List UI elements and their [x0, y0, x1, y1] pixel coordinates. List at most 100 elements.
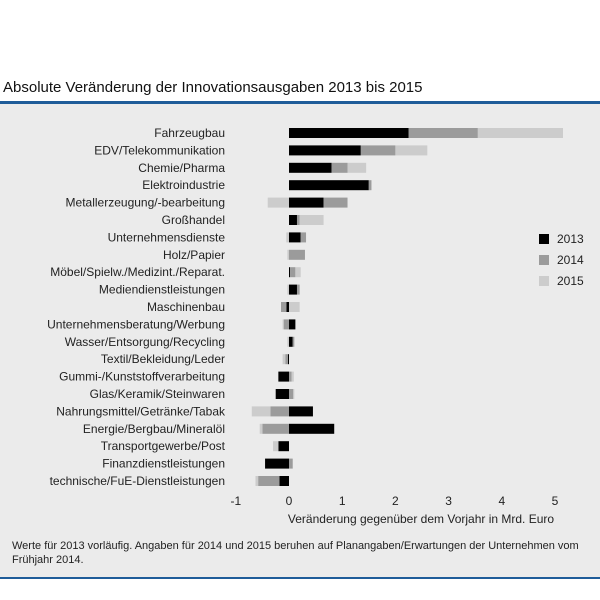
category-label: EDV/Telekommunikation [94, 143, 225, 157]
bar-2013 [289, 180, 369, 191]
bar-2014 [296, 215, 300, 225]
bar-2014 [296, 284, 300, 295]
category-label: Großhandel [162, 213, 225, 227]
category-label: technische/FuE-Dienstleistungen [50, 474, 225, 488]
bar-2015 [282, 354, 286, 365]
bar-2013 [289, 267, 291, 278]
bar-2015 [347, 162, 367, 173]
bottom-rule [0, 577, 600, 579]
bar-2013 [289, 232, 301, 243]
bar-2013 [278, 371, 289, 382]
category-label: Finanzdienstleistungen [102, 457, 225, 471]
bar-2014 [292, 336, 295, 347]
bar-2015 [255, 476, 259, 486]
chart-title: Absolute Veränderung der Innovationsausg… [3, 79, 423, 96]
bar-2013 [289, 128, 409, 138]
bar-2014 [360, 145, 396, 156]
x-tick-label: 1 [339, 494, 346, 508]
bar-2014 [323, 197, 348, 208]
bars [251, 128, 563, 486]
category-label: Wasser/Entsorgung/Recycling [65, 335, 225, 349]
bar-2014 [289, 371, 292, 382]
bar-2013 [289, 336, 293, 347]
bar-2013 [278, 441, 289, 452]
bar-2014 [408, 128, 478, 138]
x-tick-label: 2 [392, 494, 399, 508]
bar-2013 [289, 406, 313, 417]
category-label: Mediendienstleistungen [99, 283, 225, 297]
bar-2015 [282, 319, 284, 330]
bar-2015 [251, 406, 271, 417]
category-label: Gummi-/Kunststoffverarbeitung [59, 370, 225, 384]
bar-2014 [258, 476, 280, 486]
category-label: Metallerzeugung/-bearbeitung [66, 196, 225, 210]
legend-label-2013: 2013 [557, 232, 584, 246]
bar-2013 [289, 423, 335, 434]
bar-2015 [259, 423, 263, 434]
bar-2013 [265, 458, 289, 469]
bar-2015 [267, 197, 289, 208]
bar-2015 [287, 284, 289, 295]
x-tick-label: -1 [230, 494, 241, 508]
x-tick-labels: -1 0 1 2 3 4 5 [230, 494, 558, 508]
bar-2013 [289, 319, 296, 330]
bar-2014 [262, 423, 289, 434]
category-label: Holz/Papier [163, 248, 225, 262]
bar-2014 [300, 232, 307, 243]
legend-swatch-2013 [539, 234, 549, 244]
footnote: Werte für 2013 vorläufig. Angaben für 20… [12, 540, 579, 566]
bar-2015 [395, 145, 428, 156]
bar-2014 [368, 180, 372, 191]
category-label: Maschinenbau [147, 300, 225, 314]
bar-2015 [293, 389, 295, 399]
bar-2015 [273, 441, 279, 452]
bar-2014 [331, 162, 348, 173]
title-rule [0, 101, 600, 104]
bar-2015 [287, 249, 289, 260]
bar-2014 [270, 406, 289, 417]
category-label: Transportgewerbe/Post [101, 439, 226, 453]
bar-2014 [285, 354, 288, 365]
legend-label-2014: 2014 [557, 253, 584, 267]
category-label: Unternehmensberatung/Werbung [47, 317, 225, 331]
legend: 2013 2014 2015 [539, 232, 584, 288]
category-label: Chemie/Pharma [138, 161, 225, 175]
category-label: Glas/Keramik/Steinwaren [90, 387, 225, 401]
bar-2015 [299, 215, 324, 225]
bar-2013 [289, 284, 297, 295]
bar-2015 [291, 371, 294, 382]
bar-2014 [289, 389, 294, 399]
x-tick-label: 3 [445, 494, 452, 508]
bar-2015 [477, 128, 563, 138]
category-label: Möbel/Spielw./Medizint./Reparat. [50, 265, 225, 279]
bar-2015 [295, 267, 301, 278]
category-label: Nahrungsmittel/Getränke/Tabak [56, 404, 226, 418]
category-label: Unternehmensdienste [108, 230, 226, 244]
bar-2013 [289, 197, 324, 208]
bar-2015 [289, 302, 300, 312]
bar-2013 [286, 302, 289, 312]
legend-swatch-2014 [539, 255, 549, 265]
x-tick-label: 0 [286, 494, 293, 508]
bar-2013 [279, 476, 289, 486]
x-tick-label: 4 [498, 494, 505, 508]
x-tick-label: 5 [552, 494, 559, 508]
bar-2014 [289, 458, 293, 469]
bar-2013 [289, 162, 332, 173]
category-label: Energie/Bergbau/Mineralöl [83, 422, 225, 436]
legend-label-2015: 2015 [557, 274, 584, 288]
category-label: Textil/Bekleidung/Leder [101, 352, 225, 366]
legend-swatch-2015 [539, 276, 549, 286]
bar-2013 [289, 215, 297, 225]
bar-2014 [283, 319, 289, 330]
bar-2014 [290, 267, 296, 278]
bar-2013 [289, 145, 361, 156]
bar-2014 [281, 302, 287, 312]
bar-2015 [287, 336, 289, 347]
bar-2013 [287, 354, 289, 365]
bar-2013 [275, 389, 289, 399]
bar-2015 [286, 232, 289, 243]
category-label: Fahrzeugbau [154, 126, 225, 140]
category-label: Elektroindustrie [142, 178, 225, 192]
